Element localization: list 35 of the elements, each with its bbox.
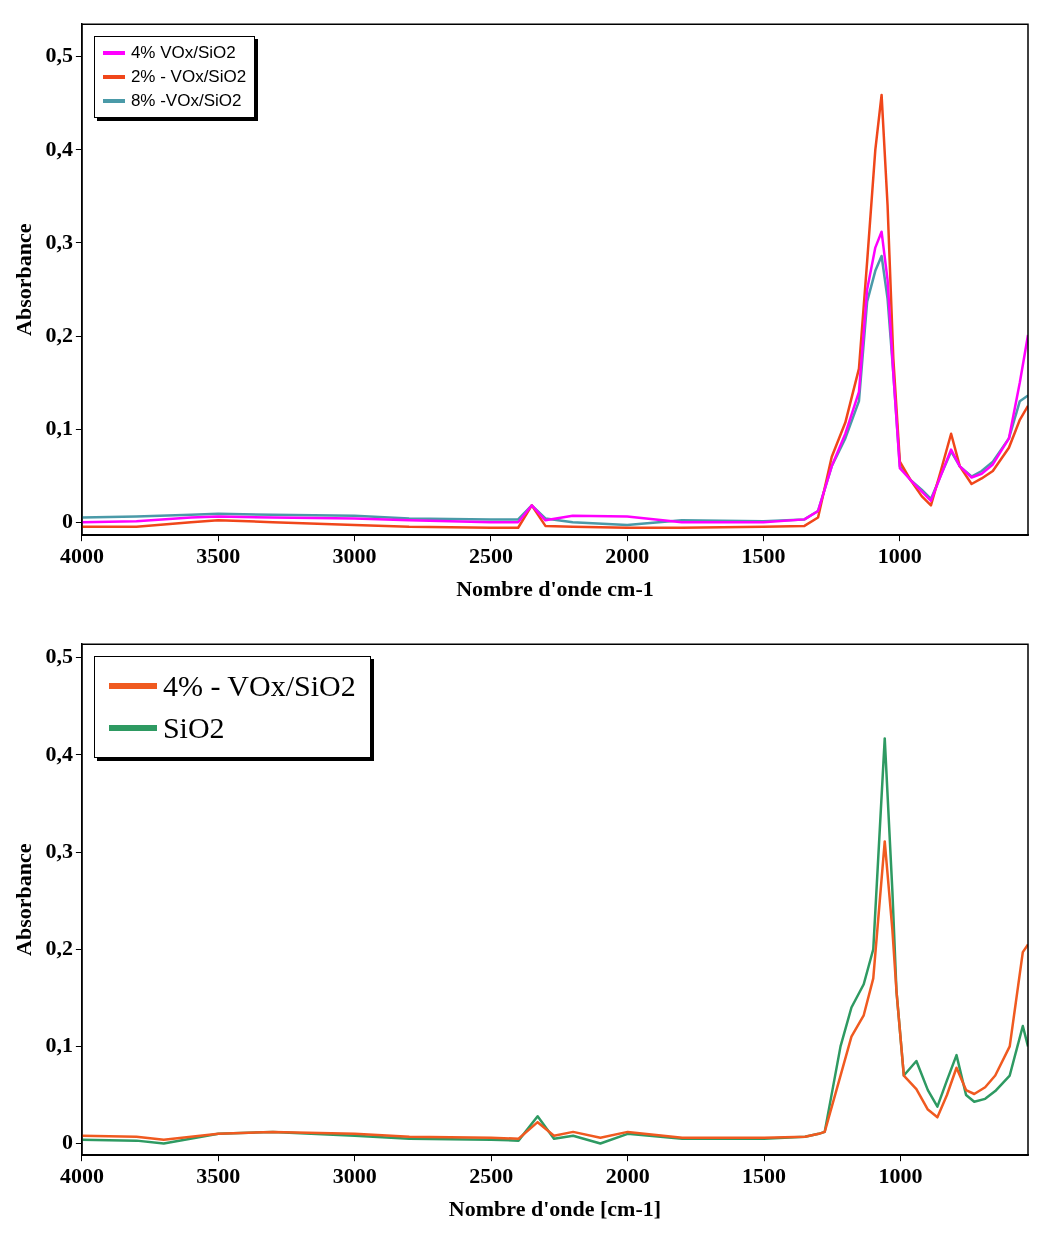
x-tick-label: 1500 bbox=[742, 1163, 787, 1189]
legend-label: SiO2 bbox=[162, 710, 225, 747]
legend-label: 4% - VOx/SiO2 bbox=[162, 668, 356, 705]
y-tick-label: 0,3 bbox=[45, 837, 73, 863]
x-tick-label: 2000 bbox=[605, 1163, 650, 1189]
x-axis-title: Nombre d'onde cm-1 bbox=[456, 576, 654, 602]
legend-label: 4% VOx/SiO2 bbox=[130, 42, 236, 65]
y-tick-label: 0,3 bbox=[45, 228, 73, 254]
y-tick-label: 0,5 bbox=[45, 42, 73, 68]
x-axis-title: Nombre d'onde [cm-1] bbox=[448, 1196, 662, 1222]
y-tick-label: 0,4 bbox=[45, 740, 73, 766]
x-tick-label: 2500 bbox=[468, 543, 513, 569]
y-tick-label: 0 bbox=[61, 1129, 73, 1155]
x-tick-label: 4000 bbox=[59, 543, 104, 569]
x-tick-label: 4000 bbox=[59, 1163, 104, 1189]
x-tick-label: 3500 bbox=[196, 543, 241, 569]
y-tick-label: 0,2 bbox=[45, 321, 73, 347]
legend-label: 8% -VOx/SiO2 bbox=[130, 90, 242, 113]
y-tick-label: 0,5 bbox=[45, 643, 73, 669]
y-axis-title: Absorbance bbox=[10, 843, 36, 956]
x-tick-label: 3000 bbox=[332, 1163, 377, 1189]
x-tick-label: 2500 bbox=[469, 1163, 514, 1189]
y-tick-label: 0,1 bbox=[45, 414, 73, 440]
x-tick-label: 3500 bbox=[196, 1163, 241, 1189]
x-tick-label: 1000 bbox=[877, 543, 922, 569]
y-tick-label: 0 bbox=[61, 507, 73, 533]
legend-label: 2% - VOx/SiO2 bbox=[130, 66, 247, 89]
x-tick-label: 1500 bbox=[741, 543, 786, 569]
y-axis-title: Absorbance bbox=[10, 223, 36, 336]
x-tick-label: 1000 bbox=[878, 1163, 923, 1189]
y-tick-label: 0,4 bbox=[45, 135, 73, 161]
x-tick-label: 3000 bbox=[332, 543, 377, 569]
x-tick-label: 2000 bbox=[605, 543, 650, 569]
y-tick-label: 0,2 bbox=[45, 934, 73, 960]
y-tick-label: 0,1 bbox=[45, 1032, 73, 1058]
